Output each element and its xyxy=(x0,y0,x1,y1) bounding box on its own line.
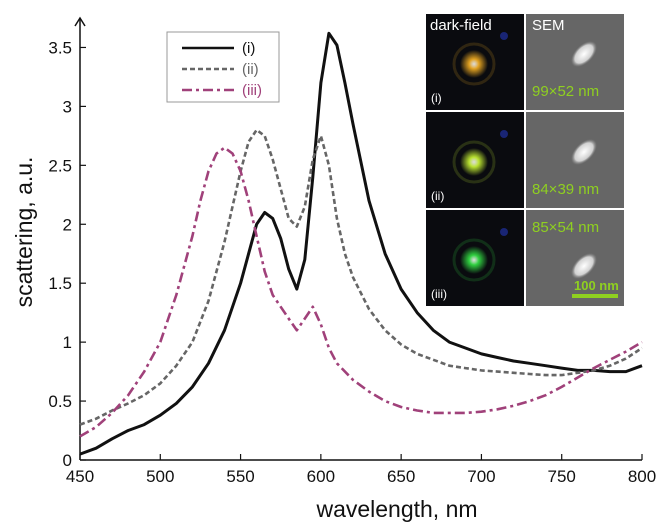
x-axis-title: wavelength, nm xyxy=(315,496,477,522)
header-sem: SEM xyxy=(532,17,565,34)
row-label: (i) xyxy=(431,91,442,105)
y-axis-title: scattering, a.u. xyxy=(11,157,37,308)
y-axis-arrow xyxy=(74,16,86,27)
particle-size-label: 85×54 nm xyxy=(532,219,599,236)
row-label: (ii) xyxy=(431,189,444,203)
scale-bar-label: 100 nm xyxy=(574,278,619,293)
darkfield-spot xyxy=(460,50,488,78)
series-layer xyxy=(79,31,643,456)
y-tick-label: 2.5 xyxy=(48,156,72,175)
darkfield-spot xyxy=(460,246,488,274)
particle-size-label: 99×52 nm xyxy=(532,83,599,100)
x-tick-label: 700 xyxy=(467,467,495,486)
header-darkfield: dark-field xyxy=(430,17,492,34)
y-tick-label: 1 xyxy=(63,333,72,352)
x-tick-label: 500 xyxy=(146,467,174,486)
x-tick-label: 550 xyxy=(226,467,254,486)
legend-label-3: (iii) xyxy=(242,82,262,99)
sem-noise xyxy=(526,210,624,306)
x-tick-label: 650 xyxy=(387,467,415,486)
darkfield-spot xyxy=(460,148,488,176)
darkfield-halo xyxy=(452,140,496,184)
particle-size-label: 84×39 nm xyxy=(532,181,599,198)
legend: (i) (ii) (iii) xyxy=(166,31,280,103)
y-tick-label: 2 xyxy=(63,215,72,234)
sem-particle xyxy=(571,41,597,67)
sem-particle xyxy=(571,139,597,165)
darkfield-speck xyxy=(500,130,508,138)
axes: 450 500 550 600 650 700 750 800 0 0.5 1 1.5 2 2.5 3 3.5 xyxy=(48,16,656,486)
y-tick-label: 1.5 xyxy=(48,274,72,293)
legend-label-2: (ii) xyxy=(242,61,259,78)
darkfield-halo xyxy=(452,238,496,282)
legend-box xyxy=(166,31,280,103)
sem-particle xyxy=(571,253,597,279)
y-tick-label: 3 xyxy=(63,97,72,116)
inset-micrographs: (i) 99×52 nm (ii) 84×39 nm (iii) 85×54 nm dark… xyxy=(426,14,624,306)
darkfield-halo xyxy=(452,42,496,86)
y-tick-label: 0.5 xyxy=(48,392,72,411)
darkfield-speck xyxy=(500,32,508,40)
row-label: (iii) xyxy=(431,287,447,301)
y-tick-label: 0 xyxy=(63,451,72,470)
darkfield-speck xyxy=(500,228,508,236)
legend-label-1: (i) xyxy=(242,40,255,57)
scale-bar xyxy=(572,294,618,298)
x-tick-label: 450 xyxy=(66,467,94,486)
y-tick-label: 3.5 xyxy=(48,38,72,57)
sem-panel xyxy=(526,210,624,306)
x-tick-label: 800 xyxy=(628,467,656,486)
series-line-3 xyxy=(79,146,643,438)
x-tick-label: 750 xyxy=(548,467,576,486)
x-tick-label: 600 xyxy=(307,467,335,486)
series-line-1 xyxy=(79,31,643,456)
